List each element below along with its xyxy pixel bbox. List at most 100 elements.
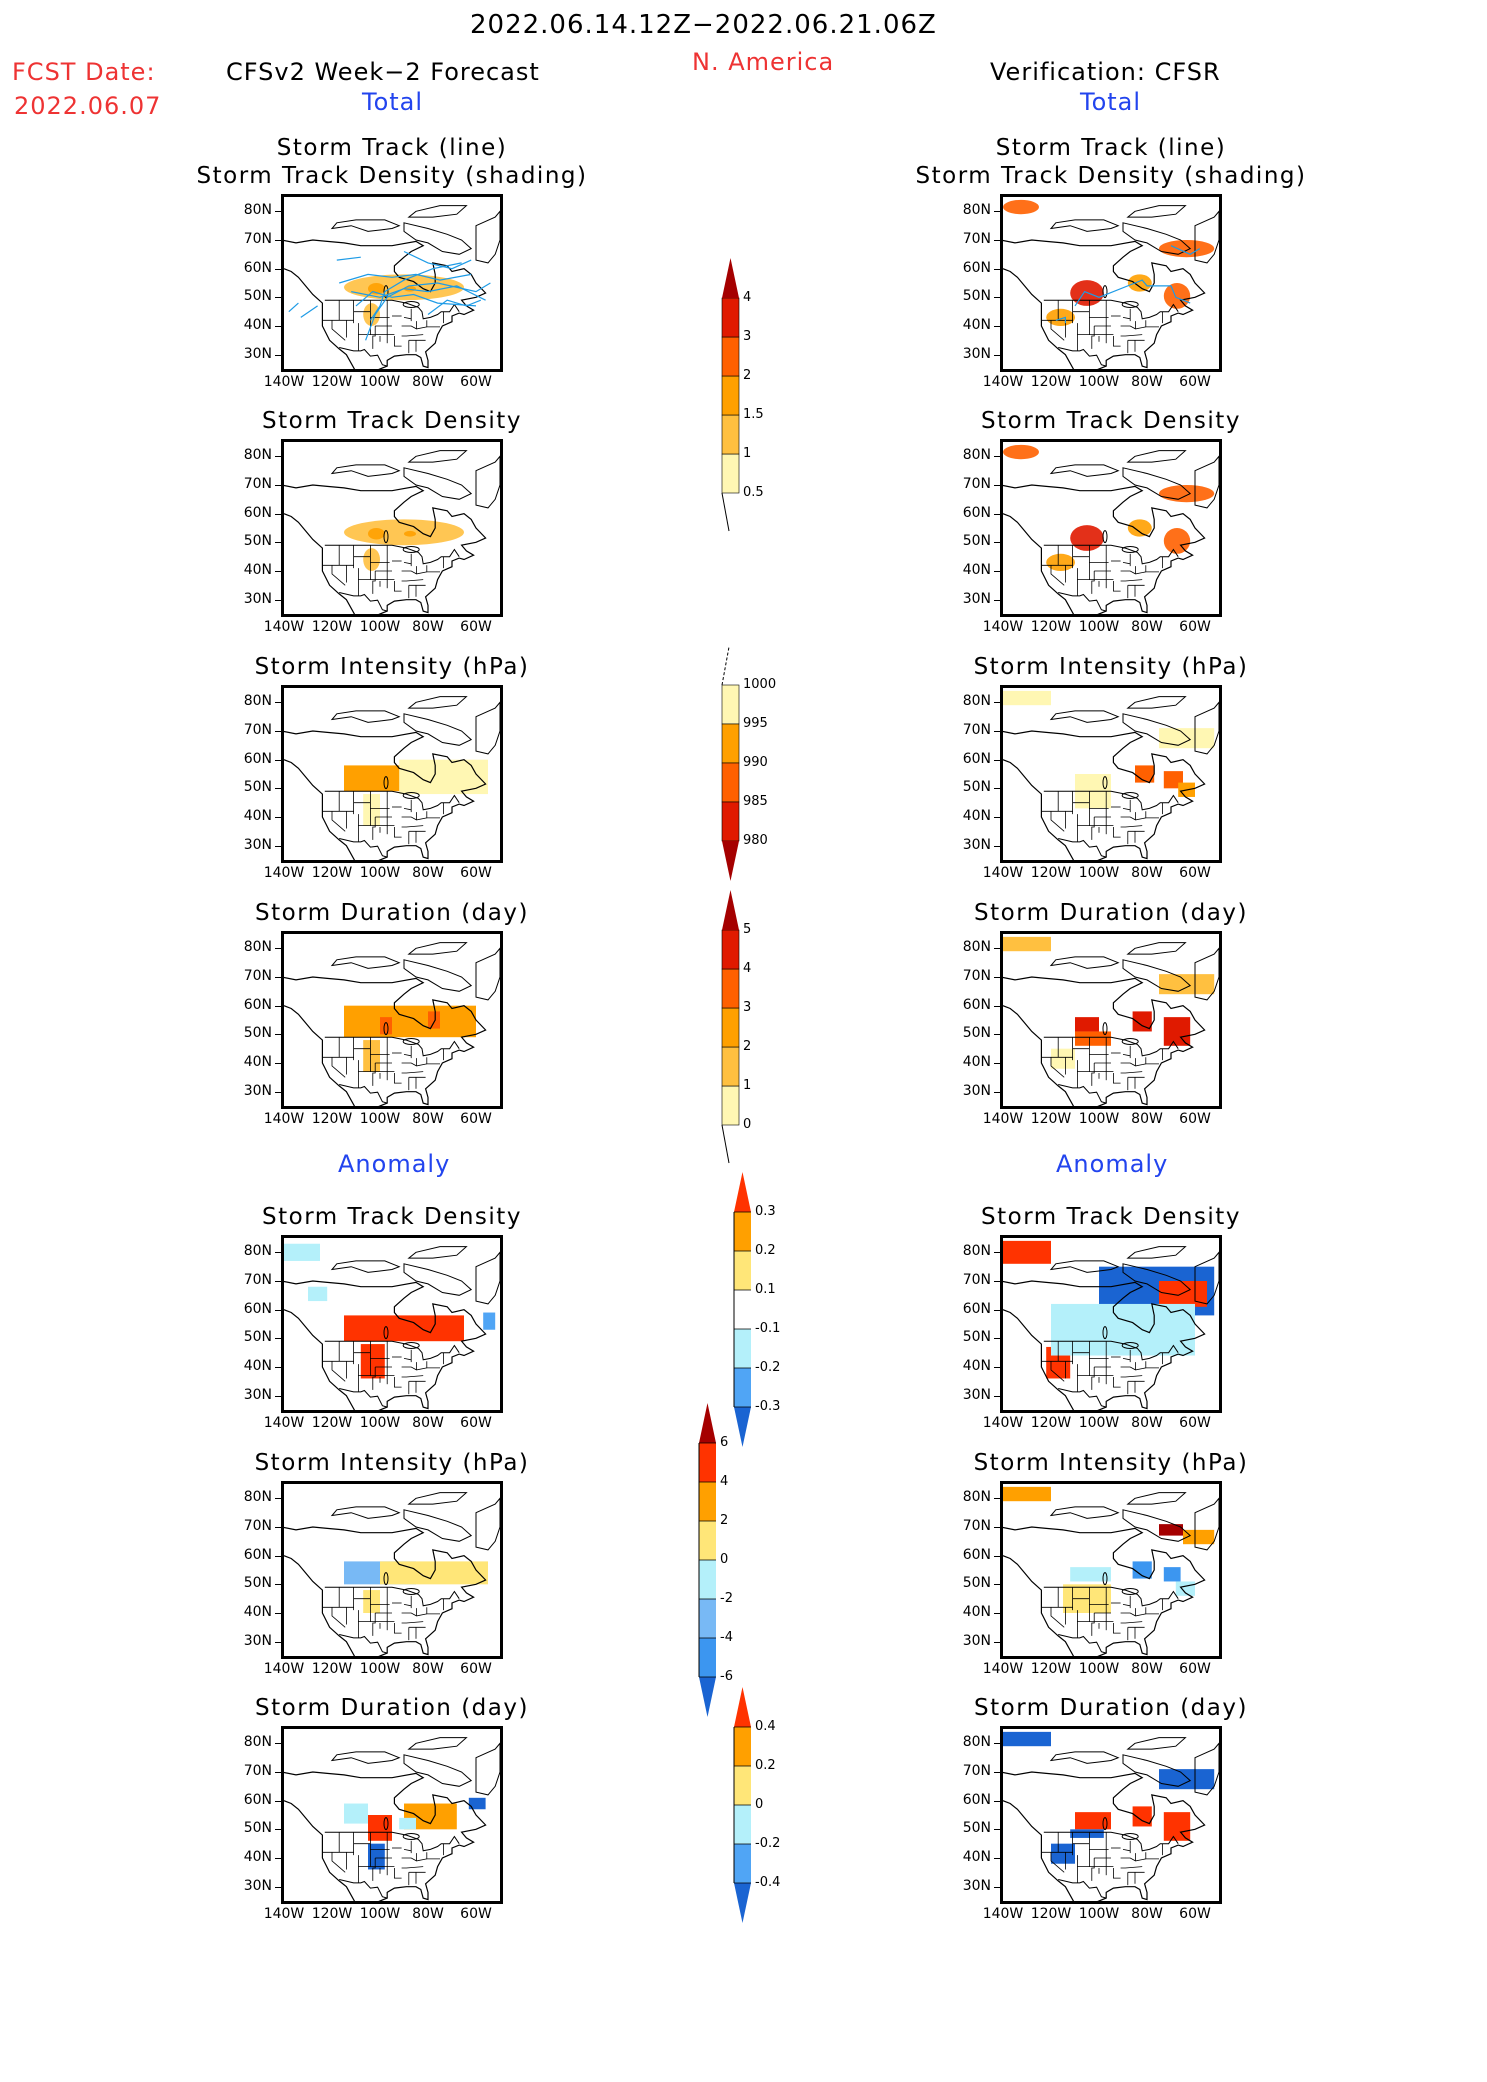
state-boundary <box>401 1071 424 1074</box>
lon-tick-label: 80W <box>1131 619 1163 635</box>
colorbar-segment <box>721 297 740 338</box>
lat-tick-label: 40N <box>243 1358 272 1374</box>
lon-tick-label: 100W <box>1078 1415 1120 1431</box>
lat-tick-label: 40N <box>962 317 991 333</box>
state-boundary <box>331 1057 346 1078</box>
colorbar-tail <box>721 492 730 532</box>
state-boundary <box>1145 811 1159 819</box>
lon-tick-label: 120W <box>1030 619 1072 635</box>
lat-tick-label: 40N <box>962 1054 991 1070</box>
colorbar-tick-label: 5 <box>743 922 752 937</box>
lat-tick-mark <box>275 326 281 327</box>
lat-tick-mark <box>275 788 281 790</box>
lake-winnipeg <box>383 1817 389 1831</box>
arctic-island-outline <box>1194 701 1219 755</box>
colorbar-tick-label: 1 <box>743 1078 752 1093</box>
arctic-island-outline <box>1122 1509 1192 1542</box>
shaded-region <box>1046 553 1075 571</box>
lat-tick-mark <box>275 1555 281 1557</box>
colorbar-tick-label: 3 <box>743 1000 752 1015</box>
lat-tick-mark <box>275 845 281 847</box>
lat-tick-mark <box>275 297 281 299</box>
storm-track-line <box>339 273 472 284</box>
colorbar-tick-label: -0.1 <box>755 1321 781 1336</box>
lon-tick-label: 80W <box>412 1111 444 1127</box>
lat-tick-label: 30N <box>243 590 272 607</box>
colorbar-tick-label: 1 <box>743 446 752 461</box>
shaded-region <box>363 548 380 571</box>
state-boundary <box>1120 816 1146 821</box>
shaded-cell-block <box>1163 1017 1191 1046</box>
forecast-map-panel <box>281 685 503 863</box>
colorbar-tick-label: 985 <box>743 794 768 809</box>
lon-tick-label: 140W <box>263 374 305 390</box>
lat-tick-mark <box>994 513 1000 515</box>
colorbar-tick-label: 1.5 <box>743 407 764 422</box>
lat-tick-mark <box>994 977 1000 978</box>
lat-tick-mark <box>275 1252 281 1254</box>
lake-winnipeg <box>383 285 389 299</box>
colorbar-segment <box>721 1007 740 1048</box>
colorbar-segment <box>721 968 740 1009</box>
fcst-date-value: 2022.06.07 <box>14 92 162 120</box>
lat-tick-mark <box>994 1091 1000 1093</box>
lat-tick-mark <box>994 1395 1000 1397</box>
state-boundary <box>1113 1377 1121 1388</box>
lat-tick-mark <box>994 1886 1000 1888</box>
colorbar-tick-label: 0.4 <box>755 1719 776 1734</box>
arctic-island-outline <box>475 455 500 509</box>
lat-tick-label: 70N <box>962 968 991 984</box>
shaded-cell-block <box>1159 1524 1183 1536</box>
lat-tick-label: 50N <box>962 1025 991 1042</box>
arctic-island-outline <box>1122 1263 1192 1296</box>
lake-winnipeg <box>383 1326 389 1340</box>
map-plot <box>1003 1486 1219 1656</box>
arctic-island-outline <box>1049 464 1120 477</box>
state-boundary <box>1091 817 1095 840</box>
colorbar-segment <box>721 801 740 842</box>
lake-superior <box>402 301 420 308</box>
lat-tick-mark <box>994 845 1000 847</box>
lon-tick-label: 100W <box>1078 1111 1120 1127</box>
lat-tick-label: 80N <box>243 1489 272 1506</box>
state-boundary <box>1050 320 1065 341</box>
lat-tick-label: 50N <box>243 1575 272 1592</box>
state-boundary <box>1120 1857 1146 1862</box>
state-boundary <box>426 1852 440 1860</box>
lat-tick-label: 80N <box>243 1243 272 1260</box>
lat-tick-label: 50N <box>962 533 991 550</box>
colorbar-tick-label: 980 <box>743 833 768 848</box>
state-boundary <box>401 579 424 582</box>
arctic-island-outline <box>403 1754 473 1787</box>
lon-tick-label: 80W <box>1131 865 1163 881</box>
map-plot <box>1003 444 1219 614</box>
shaded-cell-block <box>483 1312 496 1330</box>
arctic-island-outline <box>1049 1260 1120 1273</box>
lat-tick-label: 30N <box>962 1632 991 1649</box>
shaded-cell-block <box>1159 974 1215 995</box>
colorbar-segment <box>721 929 740 970</box>
storm-track-line <box>365 282 491 341</box>
shaded-cell-block <box>468 1797 486 1810</box>
shaded-cell-block <box>1070 1829 1104 1838</box>
colorbar-arrow-bottom <box>734 1883 751 1923</box>
map-plot <box>284 450 500 614</box>
panel-title: Storm Track Density <box>262 408 522 434</box>
storm-track-line <box>300 305 318 318</box>
colorbar-tick-label: 6 <box>720 1435 729 1450</box>
lat-tick-label: 70N <box>243 476 272 492</box>
shaded-cell-block <box>1163 1567 1181 1582</box>
lat-tick-label: 80N <box>962 1243 991 1260</box>
colorbar-tick-label: 0.3 <box>755 1204 776 1219</box>
lat-tick-mark <box>994 702 1000 704</box>
coastline <box>284 1771 487 1901</box>
arctic-island-outline <box>475 947 500 1001</box>
lat-tick-mark <box>994 485 1000 486</box>
lon-tick-label: 140W <box>982 374 1024 390</box>
lon-tick-label: 60W <box>460 865 492 881</box>
arctic-island-outline <box>330 1260 401 1273</box>
lat-tick-label: 60N <box>962 750 991 767</box>
map-plot <box>284 696 500 860</box>
colorbar-segment <box>734 1727 751 1766</box>
lon-tick-label: 100W <box>359 1906 401 1922</box>
